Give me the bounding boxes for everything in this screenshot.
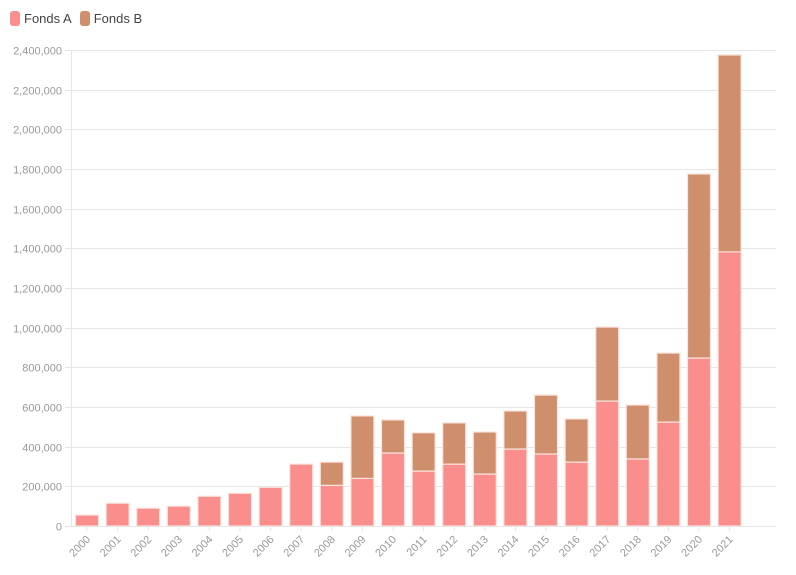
x-tick-label: 2010 [373,534,399,560]
legend-swatch-fonds-a [10,11,20,26]
bar-segment-fonds-b[interactable] [380,419,406,454]
bar-segment-fonds-a[interactable] [411,470,436,527]
bar-segment-fonds-a[interactable] [533,453,559,527]
x-tick-label: 2009 [343,534,369,560]
x-tick-label: 2007 [282,534,308,560]
legend-item-fonds-b[interactable]: Fonds B [79,11,143,26]
y-tick-label: 2,200,000 [13,86,62,98]
x-tick-label: 2008 [312,534,338,560]
x-tick-label: 2000 [67,534,93,560]
bar-segment-fonds-a[interactable] [472,473,497,527]
bar-segment-fonds-b[interactable] [442,422,467,465]
y-axis: 0 200,000 400,000 600,000 800,000 1,000,000 1,… [13,46,72,534]
bar-segment-fonds-a[interactable] [319,484,344,527]
legend-item-fonds-a[interactable]: Fonds A [10,11,72,26]
y-tick-label: 800,000 [22,363,62,375]
bar-segment-fonds-b[interactable] [595,326,620,402]
bars [74,54,742,527]
y-tick-label: 2,400,000 [13,46,62,58]
bar-segment-fonds-b[interactable] [717,54,742,253]
bar-segment-fonds-b[interactable] [625,404,650,460]
x-tick-label: 2018 [618,534,644,560]
x-tick-label: 2020 [679,534,705,560]
y-tick-label: 1,400,000 [13,244,62,256]
x-tick-label: 2011 [405,534,430,559]
legend-label-fonds-b: Fonds B [93,11,143,26]
bar-segment-fonds-a[interactable] [258,486,283,527]
bar-segment-fonds-b[interactable] [533,394,559,455]
x-tick-label: 2001 [98,534,124,560]
y-tick-label: 1,200,000 [13,284,62,296]
bar-segment-fonds-a[interactable] [686,357,712,527]
bar-segment-fonds-a[interactable] [136,507,161,527]
x-tick-label: 2019 [649,534,675,560]
y-tick-label: 600,000 [22,403,62,415]
bar-segment-fonds-b[interactable] [656,352,681,423]
bar-segment-fonds-a[interactable] [625,458,650,527]
y-tick-label: 1,800,000 [13,165,62,177]
y-tick-label: 0 [56,522,62,534]
bar-segment-fonds-a[interactable] [289,463,314,527]
x-tick-label: 2017 [588,534,614,560]
y-tick-label: 400,000 [22,443,62,455]
bar-segment-fonds-b[interactable] [564,418,589,463]
bar-segment-fonds-a[interactable] [105,502,130,527]
bar-segment-fonds-a[interactable] [442,463,467,527]
bar-segment-fonds-a[interactable] [197,495,222,527]
bar-segment-fonds-a[interactable] [227,492,253,527]
x-tick-label: 2004 [190,534,216,560]
bar-segment-fonds-a[interactable] [656,421,681,527]
x-tick-label: 2021 [710,534,736,560]
bar-segment-fonds-a[interactable] [503,448,528,527]
bar-segment-fonds-b[interactable] [472,431,497,475]
x-tick-label: 2006 [251,534,277,560]
legend-label-fonds-a: Fonds A [24,11,72,26]
x-tick-label: 2005 [220,534,246,560]
x-tick-label: 2014 [496,534,522,560]
x-tick-label: 2013 [465,534,491,560]
chart-legend: Fonds A Fonds B [10,11,142,26]
y-tick-label: 1,000,000 [13,324,62,336]
bar-segment-fonds-a[interactable] [380,452,406,527]
bar-segment-fonds-a[interactable] [74,514,100,527]
bar-segment-fonds-b[interactable] [350,415,375,479]
x-tick-label: 2002 [129,534,155,560]
x-axis: 2000 2001 2002 2003 2004 2005 2006 2007 2008 2009… [67,526,776,559]
bar-segment-fonds-a[interactable] [166,505,191,527]
bar-segment-fonds-a[interactable] [595,400,620,527]
y-tick-label: 2,000,000 [13,125,62,137]
bar-segment-fonds-a[interactable] [564,461,589,527]
bar-segment-fonds-b[interactable] [686,173,712,359]
bar-segment-fonds-b[interactable] [503,410,528,450]
x-tick-label: 2016 [557,534,583,560]
bar-segment-fonds-b[interactable] [319,461,344,486]
bar-segment-fonds-a[interactable] [350,477,375,527]
bar-segment-fonds-b[interactable] [411,432,436,472]
x-tick-label: 2003 [159,534,185,560]
bar-segment-fonds-a[interactable] [717,251,742,527]
x-tick-label: 2012 [435,534,461,560]
y-tick-label: 200,000 [22,482,62,494]
legend-swatch-fonds-b [79,11,90,26]
x-tick-label: 2015 [526,534,552,560]
y-tick-label: 1,600,000 [13,205,62,217]
